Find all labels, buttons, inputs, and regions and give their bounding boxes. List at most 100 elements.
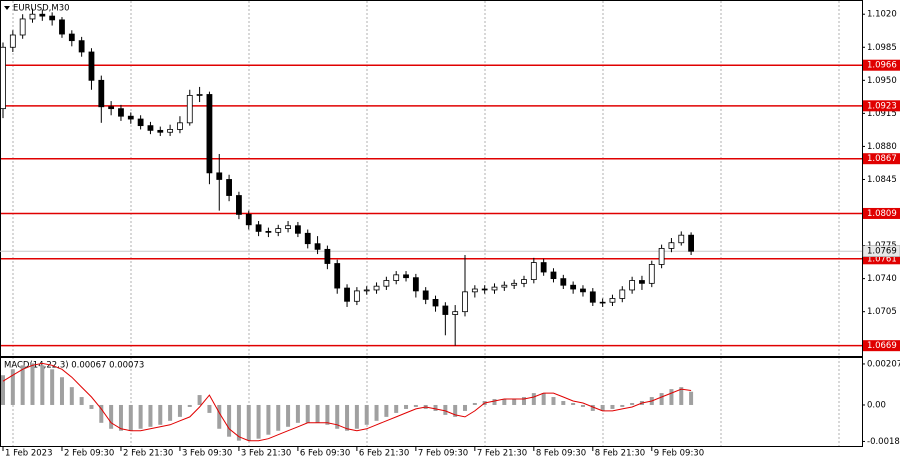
candle-body <box>9 34 16 48</box>
macd-bar <box>541 393 546 405</box>
macd-bar <box>168 404 173 421</box>
macd-bar <box>20 365 25 405</box>
candle-body <box>403 274 409 279</box>
level-label-box <box>863 59 900 71</box>
candle-body <box>658 248 665 265</box>
macd-bar <box>620 404 625 407</box>
candle-body <box>501 284 508 288</box>
candle-body <box>344 287 350 302</box>
x-tick-label: 3 Feb 21:30 <box>241 449 291 459</box>
x-tick-label: 2 Feb 09:30 <box>64 449 114 459</box>
x-tick-label: 6 Feb 09:30 <box>300 449 350 459</box>
candle-body <box>353 290 360 302</box>
candle-body <box>98 79 105 108</box>
level-label: 1.0809 <box>867 209 897 219</box>
x-tick-label: 8 Feb 21:30 <box>595 449 645 459</box>
candle-body <box>540 262 547 273</box>
level-label: 1.0923 <box>867 101 897 111</box>
candle-body <box>383 280 390 287</box>
candle-body <box>688 234 694 252</box>
candle-body <box>462 291 468 313</box>
candle-body <box>186 95 193 124</box>
candle-body <box>167 129 174 133</box>
candle-body <box>678 234 685 244</box>
macd-bar <box>502 399 507 405</box>
candle-body <box>206 94 213 174</box>
macd-bar <box>492 399 497 405</box>
candle-body <box>255 224 262 232</box>
candle-body <box>275 228 282 233</box>
macd-bar <box>50 369 55 405</box>
y-tick-label: 1.0740 <box>867 274 897 284</box>
x-tick-label: 6 Feb 21:30 <box>359 449 409 459</box>
candle-body <box>530 262 537 280</box>
macd-bar <box>148 404 153 427</box>
macd-bar <box>266 404 271 435</box>
macd-bar <box>689 391 694 405</box>
macd-bar <box>276 404 281 431</box>
macd-bar <box>453 404 458 417</box>
macd-bar <box>256 404 261 439</box>
level-label-box <box>863 100 900 112</box>
candle-body <box>491 286 498 291</box>
macd-bar <box>177 404 182 417</box>
candle-body <box>127 115 134 120</box>
y-tick-label: 1.0880 <box>867 142 897 152</box>
candle-body <box>245 214 252 226</box>
candle-body <box>560 278 567 286</box>
y-tick-label: 1.0915 <box>867 109 897 119</box>
candle-body <box>442 305 449 315</box>
candle-body <box>619 289 626 299</box>
candle-body <box>589 291 596 303</box>
candle-body <box>49 15 56 21</box>
macd-bar <box>630 402 635 405</box>
macd-bar <box>512 399 517 405</box>
macd-bar <box>30 363 35 405</box>
macd-bar <box>305 404 310 423</box>
y-tick-label: 1.0845 <box>867 175 897 185</box>
candle-body <box>118 108 124 117</box>
macd-bar <box>679 387 684 405</box>
macd-bar <box>394 404 399 413</box>
level-label-box <box>863 207 900 219</box>
y-tick-label: 1.0985 <box>867 43 897 53</box>
macd-bar <box>521 397 526 405</box>
candle-body <box>226 179 232 196</box>
candle-body <box>639 280 645 284</box>
candle-body <box>216 172 223 180</box>
x-tick-label: 1 Feb 2023 <box>5 449 53 459</box>
candle-body <box>580 288 586 293</box>
candle-body <box>196 94 203 96</box>
macd-bar <box>59 377 64 405</box>
candle-body <box>570 284 577 290</box>
candle-body <box>422 290 429 300</box>
macd-bar <box>118 404 123 431</box>
macd-bar <box>236 404 241 441</box>
price-panel <box>0 0 863 357</box>
macd-bar <box>335 404 340 429</box>
candle-body <box>88 51 95 81</box>
signal-line <box>2 362 692 442</box>
x-tick-label: 9 Feb 09:30 <box>654 449 704 459</box>
macd-bar <box>197 395 202 405</box>
macd-bar <box>561 401 566 405</box>
macd-bar <box>531 393 536 405</box>
macd-bar <box>472 402 477 405</box>
y-tick-label: 0.00 <box>867 400 886 410</box>
candle-body <box>19 18 26 36</box>
macd-bar <box>590 404 595 411</box>
candle-body <box>157 129 164 133</box>
candle-body <box>177 122 183 130</box>
macd-bar <box>295 404 300 423</box>
macd-bar <box>246 404 251 441</box>
macd-bar <box>659 393 664 405</box>
macd-bar <box>443 404 448 415</box>
macd-bar <box>463 404 468 411</box>
candle-body <box>373 285 380 291</box>
candle-body <box>108 106 115 110</box>
candle-body <box>137 118 144 127</box>
candle-body <box>304 232 311 245</box>
x-tick-label: 7 Feb 21:30 <box>477 449 527 459</box>
candle-body <box>68 33 75 42</box>
macd-bar <box>571 402 576 405</box>
